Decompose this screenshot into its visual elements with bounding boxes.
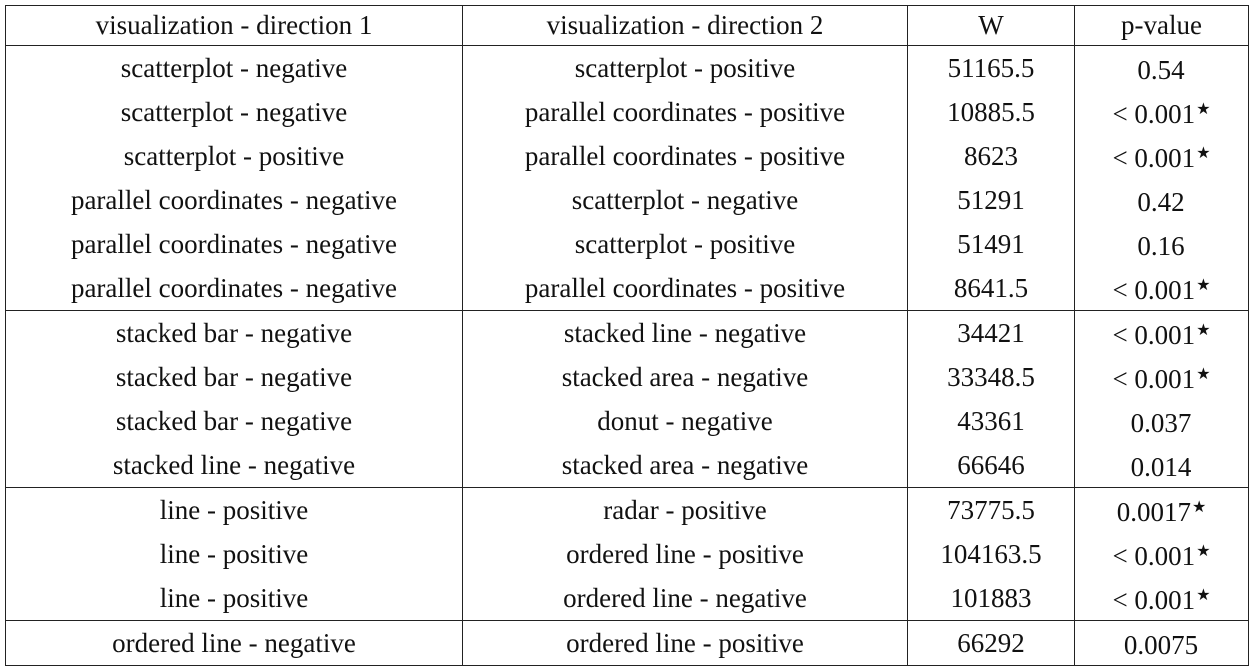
cell-direction-2: stacked area - negative [462, 443, 908, 489]
cell-p-value: < 0.001★ [1074, 266, 1249, 312]
significance-star-icon: ★ [1196, 145, 1211, 163]
cell-p-value: 0.16 [1074, 222, 1249, 267]
p-value-text: 0.0075 [1123, 630, 1199, 661]
table-row: line - positive radar - positive 73775.5… [5, 487, 1249, 533]
cell-direction-1: line - positive [5, 576, 463, 622]
table-row: stacked bar - negative stacked line - ne… [5, 310, 1249, 356]
cell-p-value: 0.037 [1074, 399, 1249, 444]
header-w: W [907, 4, 1075, 47]
cell-direction-2: donut - negative [462, 399, 908, 444]
cell-p-value: 0.54 [1074, 45, 1249, 91]
cell-direction-1: scatterplot - negative [5, 90, 463, 135]
significance-star-icon: ★ [1196, 543, 1211, 561]
cell-direction-1: ordered line - negative [5, 620, 463, 666]
cell-direction-1: line - positive [5, 487, 463, 533]
cell-w: 51291 [907, 178, 1075, 223]
table-row: parallel coordinates - negative parallel… [5, 266, 1249, 312]
cell-p-value: 0.42 [1074, 178, 1249, 223]
cell-direction-1: line - positive [5, 532, 463, 577]
significance-star-icon: ★ [1196, 277, 1211, 295]
p-value-text: 0.037 [1130, 408, 1192, 439]
cell-direction-1: parallel coordinates - negative [5, 222, 463, 267]
p-value-text: < 0.001 [1112, 143, 1196, 174]
table-row: parallel coordinates - negative scatterp… [5, 222, 1249, 267]
cell-direction-1: stacked line - negative [5, 443, 463, 489]
cell-p-value: < 0.001★ [1074, 310, 1249, 356]
cell-w: 33348.5 [907, 355, 1075, 400]
cell-w: 66292 [907, 620, 1075, 666]
cell-direction-2: stacked area - negative [462, 355, 908, 400]
cell-direction-1: stacked bar - negative [5, 310, 463, 356]
p-value-text: < 0.001 [1112, 99, 1196, 130]
significance-star-icon: ★ [1196, 101, 1211, 119]
p-value-text: < 0.001 [1112, 275, 1196, 306]
cell-direction-2: scatterplot - positive [462, 222, 908, 267]
cell-direction-1: scatterplot - positive [5, 134, 463, 179]
cell-w: 73775.5 [907, 487, 1075, 533]
cell-p-value: < 0.001★ [1074, 532, 1249, 577]
cell-direction-2: ordered line - negative [462, 576, 908, 622]
p-value-text: < 0.001 [1112, 364, 1196, 395]
results-table-container: visualization - direction 1 visualizatio… [5, 4, 1249, 666]
cell-w: 34421 [907, 310, 1075, 356]
p-value-text: 0.16 [1137, 231, 1185, 262]
cell-w: 51491 [907, 222, 1075, 267]
significance-star-icon: ★ [1196, 322, 1211, 340]
p-value-text: < 0.001 [1112, 320, 1196, 351]
significance-star-icon: ★ [1196, 587, 1211, 605]
cell-p-value: < 0.001★ [1074, 355, 1249, 400]
table-row: line - positive ordered line - positive … [5, 532, 1249, 577]
p-value-text: 0.54 [1137, 55, 1185, 86]
wilcoxon-results-table: visualization - direction 1 visualizatio… [5, 4, 1249, 666]
cell-p-value: < 0.001★ [1074, 90, 1249, 135]
p-value-text: 0.014 [1130, 452, 1192, 483]
cell-w: 66646 [907, 443, 1075, 489]
header-p-value: p-value [1074, 4, 1249, 47]
cell-p-value: 0.0075 [1074, 620, 1249, 666]
cell-direction-2: stacked line - negative [462, 310, 908, 356]
cell-direction-1: parallel coordinates - negative [5, 266, 463, 312]
p-value-text: 0.0017 [1116, 497, 1191, 528]
table-row: ordered line - negative ordered line - p… [5, 620, 1249, 666]
header-direction-2: visualization - direction 2 [462, 4, 908, 47]
cell-direction-1: parallel coordinates - negative [5, 178, 463, 223]
cell-direction-2: scatterplot - positive [462, 45, 908, 91]
cell-direction-2: radar - positive [462, 487, 908, 533]
cell-direction-2: ordered line - positive [462, 620, 908, 666]
significance-star-icon: ★ [1196, 366, 1211, 384]
table-row: parallel coordinates - negative scatterp… [5, 178, 1249, 223]
cell-w: 101883 [907, 576, 1075, 622]
significance-star-icon: ★ [1191, 499, 1207, 517]
cell-w: 51165.5 [907, 45, 1075, 91]
cell-p-value: < 0.001★ [1074, 576, 1249, 622]
table-row: stacked bar - negative donut - negative … [5, 399, 1249, 444]
header-row: visualization - direction 1 visualizatio… [5, 4, 1249, 47]
p-value-text: 0.42 [1137, 187, 1185, 218]
table-row: scatterplot - negative scatterplot - pos… [5, 45, 1249, 91]
cell-direction-1: scatterplot - negative [5, 45, 463, 91]
cell-p-value: 0.0017★ [1074, 487, 1249, 533]
cell-w: 43361 [907, 399, 1075, 444]
cell-w: 8623 [907, 134, 1075, 179]
cell-direction-2: parallel coordinates - positive [462, 90, 908, 135]
cell-w: 104163.5 [907, 532, 1075, 577]
table-row: scatterplot - negative parallel coordina… [5, 90, 1249, 135]
cell-w: 10885.5 [907, 90, 1075, 135]
cell-p-value: 0.014 [1074, 443, 1249, 489]
cell-p-value: < 0.001★ [1074, 134, 1249, 179]
p-value-text: < 0.001 [1112, 541, 1196, 572]
p-value-text: < 0.001 [1112, 585, 1196, 616]
table-row: stacked bar - negative stacked area - ne… [5, 355, 1249, 400]
table-row: scatterplot - positive parallel coordina… [5, 134, 1249, 179]
cell-direction-1: stacked bar - negative [5, 399, 463, 444]
table-row: stacked line - negative stacked area - n… [5, 443, 1249, 489]
cell-direction-2: scatterplot - negative [462, 178, 908, 223]
cell-direction-2: ordered line - positive [462, 532, 908, 577]
header-direction-1: visualization - direction 1 [5, 4, 463, 47]
cell-w: 8641.5 [907, 266, 1075, 312]
cell-direction-2: parallel coordinates - positive [462, 134, 908, 179]
table-row: line - positive ordered line - negative … [5, 576, 1249, 622]
cell-direction-1: stacked bar - negative [5, 355, 463, 400]
cell-direction-2: parallel coordinates - positive [462, 266, 908, 312]
